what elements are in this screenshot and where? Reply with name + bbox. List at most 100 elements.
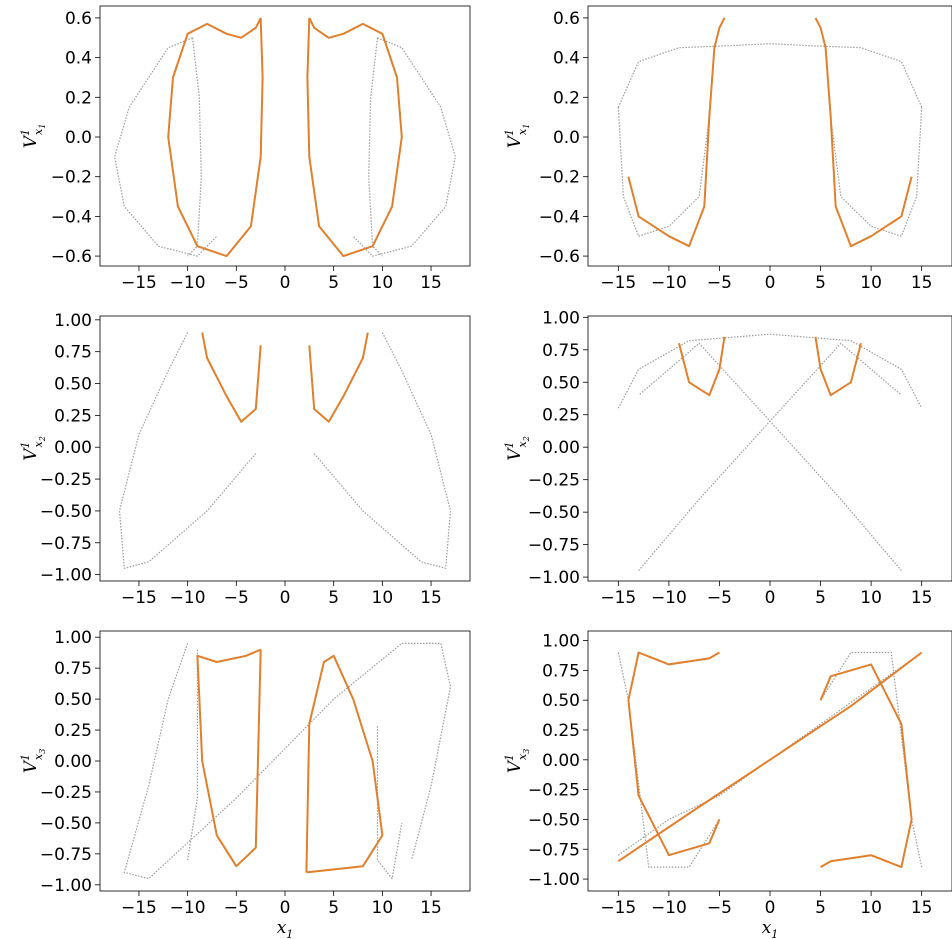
trajectory-secondary-3	[368, 37, 383, 257]
trajectory-primary-3	[678, 336, 726, 397]
y-tick-label: −1.00	[528, 568, 580, 588]
y-tick-label: 0.6	[553, 9, 580, 29]
x-tick-label: 0	[765, 588, 776, 608]
y-tick-label: 0.00	[542, 438, 580, 458]
trajectory-primary-4	[814, 336, 862, 397]
x-tick-label: 15	[911, 898, 933, 918]
y-axis-label: V1x1	[503, 124, 531, 149]
x-tick-label: 10	[860, 898, 882, 918]
x-tick-label: −10	[651, 588, 687, 608]
y-tick-label: −1.00	[40, 876, 92, 896]
trajectory-secondary-1	[617, 652, 720, 868]
x-tick-label: 5	[815, 273, 826, 293]
panel-row1-right: −15 −10 −5 0 5 10 15 −0.6 −0.4 −0.2 0.0 0.2 0.4 0.6 V1…	[503, 5, 952, 293]
y-tick-label: 0.75	[542, 661, 580, 681]
y-tick-label: 1.00	[542, 308, 580, 328]
y-tick-label: 1.00	[54, 628, 92, 648]
y-tick-label: −0.50	[40, 502, 92, 522]
trajectory-secondary-0	[617, 652, 923, 856]
x-tick-label: 15	[911, 273, 933, 293]
trajectory-secondary-1	[187, 649, 198, 861]
y-tick-label: −1.00	[528, 870, 580, 890]
y-tick-label: 0.4	[553, 49, 580, 69]
x-tick-label: 10	[372, 588, 394, 608]
y-tick-label: −0.50	[40, 814, 92, 834]
trajectory-primary-4	[305, 654, 384, 874]
y-tick-label: 1.00	[54, 311, 92, 331]
panel-row1-left: −15 −10 −5 0 5 10 15 −0.6 −0.4 −0.2 0.0 0.2 0.4 0.6 V1…	[19, 5, 471, 293]
trajectory-secondary-0	[114, 37, 218, 257]
trajectory-secondary-1	[352, 37, 456, 257]
trajectory-secondary-0	[617, 43, 923, 108]
y-tick-label: 0.50	[542, 691, 580, 711]
panel-row2-left: −15 −10 −5 0 5 10 15 −1.00 −0.75 −0.50 −0.25 0.00 0.…	[19, 311, 471, 608]
x-tick-label: −15	[121, 273, 157, 293]
x-tick-label: −10	[651, 273, 687, 293]
trajectory-secondary-2	[376, 726, 403, 880]
x-tick-label: 0	[765, 898, 776, 918]
x-tick-label: −15	[121, 588, 157, 608]
x-tick-label: −15	[121, 898, 157, 918]
x-tick-label: 5	[815, 898, 826, 918]
y-tick-label: 0.25	[542, 406, 580, 426]
x-tick-label: 0	[280, 898, 291, 918]
y-tick-label: −0.50	[528, 503, 580, 523]
trajectory-secondary-2	[638, 342, 902, 571]
plot-frame	[99, 315, 471, 582]
x-tick-label: 5	[328, 273, 339, 293]
x-tick-label: 10	[372, 898, 394, 918]
x-tick-label: 15	[420, 588, 442, 608]
y-tick-label: 1.00	[542, 632, 580, 652]
x-tick-label: −15	[600, 273, 636, 293]
panel-row2-right: −15 −10 −5 0 5 10 15 −1.00 −0.75 −0.50 −0.25 0.00 0.…	[503, 308, 952, 608]
y-tick-label: −0.75	[40, 534, 92, 554]
x-tick-label: −10	[170, 588, 206, 608]
y-tick-label: −1.00	[40, 566, 92, 586]
y-tick-label: 0.2	[553, 88, 580, 108]
x-tick-label: 15	[420, 273, 442, 293]
y-tick-label: −0.75	[528, 536, 580, 556]
y-tick-label: −0.2	[539, 168, 580, 188]
y-axis-label: V1x1	[19, 124, 47, 149]
x-tick-label: −10	[651, 898, 687, 918]
y-tick-label: −0.25	[528, 781, 580, 801]
trajectory-primary-2	[201, 332, 262, 423]
y-tick-label: 0.25	[54, 721, 92, 741]
plot-frame	[99, 630, 471, 892]
x-tick-label: 5	[328, 898, 339, 918]
x-tick-label: −15	[600, 898, 636, 918]
y-tick-label: −0.4	[539, 207, 580, 227]
x-tick-label: −5	[707, 898, 732, 918]
y-tick-label: −0.25	[40, 783, 92, 803]
x-tick-label: 0	[280, 588, 291, 608]
y-tick-label: −0.75	[528, 840, 580, 860]
y-tick-label: 0.0	[553, 128, 580, 148]
y-tick-label: −0.2	[51, 168, 92, 188]
plot-frame	[587, 5, 952, 267]
y-tick-label: 0.2	[65, 88, 92, 108]
y-tick-label: 0.00	[542, 751, 580, 771]
y-tick-label: −0.25	[40, 470, 92, 490]
y-axis-label: V1x2	[19, 436, 47, 461]
x-tick-label: 0	[280, 273, 291, 293]
y-tick-label: 0.75	[542, 341, 580, 361]
trajectory-primary-5	[617, 651, 923, 863]
x-axis-label: x1	[762, 918, 779, 939]
y-tick-label: 0.4	[65, 49, 92, 69]
x-tick-label: 5	[815, 588, 826, 608]
y-tick-label: −0.6	[51, 247, 92, 267]
x-tick-label: −5	[707, 588, 732, 608]
trajectory-primary-4	[167, 17, 264, 258]
panel-row3-right: −15 −10 −5 0 5 10 15 −1.00 −0.75 −0.50 −0.25 0.00 0.…	[503, 630, 952, 939]
x-tick-label: 10	[860, 588, 882, 608]
y-tick-label: 0.75	[54, 659, 92, 679]
x-tick-label: −15	[600, 588, 636, 608]
trajectory-primary-5	[306, 17, 403, 258]
x-tick-label: 5	[328, 588, 339, 608]
y-tick-label: 0.6	[65, 9, 92, 29]
y-tick-label: 0.0	[65, 128, 92, 148]
x-tick-label: 0	[765, 273, 776, 293]
x-tick-label: 15	[911, 588, 933, 608]
x-axis-label: x1	[277, 918, 294, 939]
